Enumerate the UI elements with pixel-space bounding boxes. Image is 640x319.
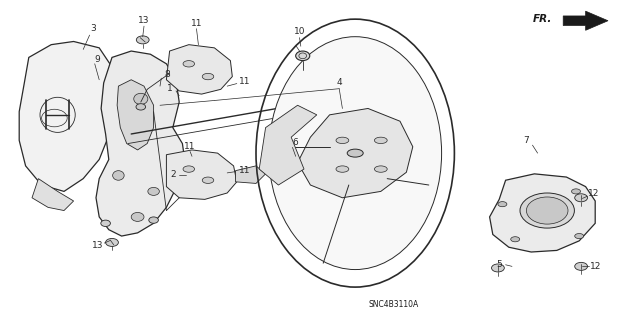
Ellipse shape [136, 36, 149, 44]
Ellipse shape [336, 137, 349, 144]
Polygon shape [19, 41, 118, 191]
Ellipse shape [575, 194, 588, 202]
Ellipse shape [374, 137, 387, 144]
Ellipse shape [296, 51, 310, 61]
Text: 1: 1 [167, 84, 172, 93]
Polygon shape [259, 105, 317, 185]
Text: 10: 10 [294, 27, 305, 36]
Ellipse shape [511, 237, 520, 242]
Ellipse shape [106, 239, 118, 247]
Text: 11: 11 [239, 166, 250, 175]
Ellipse shape [136, 104, 146, 110]
Ellipse shape [131, 212, 144, 221]
Text: 9: 9 [95, 55, 100, 63]
Text: 11: 11 [191, 19, 202, 28]
Ellipse shape [269, 37, 442, 270]
Text: SNC4B3110A: SNC4B3110A [369, 300, 419, 309]
Polygon shape [298, 108, 413, 198]
Ellipse shape [336, 166, 349, 172]
Polygon shape [96, 51, 186, 236]
Ellipse shape [202, 177, 214, 183]
Text: FR.: FR. [532, 14, 552, 24]
Polygon shape [236, 166, 266, 183]
Ellipse shape [101, 220, 111, 226]
Text: 7: 7 [524, 136, 529, 145]
Ellipse shape [348, 149, 364, 157]
Text: 3: 3 [90, 24, 95, 33]
Polygon shape [32, 179, 74, 211]
Ellipse shape [134, 93, 148, 105]
Ellipse shape [148, 217, 159, 223]
Polygon shape [166, 150, 237, 199]
Text: 13: 13 [92, 241, 103, 250]
Polygon shape [117, 80, 154, 150]
Ellipse shape [148, 188, 159, 195]
Text: 13: 13 [138, 16, 150, 25]
Text: 11: 11 [184, 142, 196, 151]
Ellipse shape [113, 171, 124, 180]
Ellipse shape [498, 202, 507, 207]
Text: 2: 2 [170, 170, 175, 179]
Ellipse shape [183, 166, 195, 172]
Text: 4: 4 [337, 78, 342, 87]
Text: 11: 11 [239, 78, 251, 86]
Ellipse shape [572, 189, 580, 194]
Ellipse shape [108, 239, 116, 246]
Ellipse shape [527, 197, 568, 224]
Ellipse shape [492, 264, 504, 272]
Text: 12: 12 [588, 189, 600, 198]
Text: 8: 8 [164, 70, 170, 79]
Polygon shape [563, 11, 608, 30]
Polygon shape [490, 174, 595, 252]
Ellipse shape [374, 166, 387, 172]
Ellipse shape [202, 73, 214, 80]
Text: 6: 6 [293, 138, 298, 147]
Text: 12: 12 [589, 262, 601, 271]
Ellipse shape [183, 61, 195, 67]
Ellipse shape [575, 234, 584, 239]
Ellipse shape [575, 262, 588, 270]
Polygon shape [112, 105, 131, 147]
Ellipse shape [520, 193, 575, 228]
Text: 5: 5 [497, 260, 502, 269]
Polygon shape [166, 45, 232, 94]
